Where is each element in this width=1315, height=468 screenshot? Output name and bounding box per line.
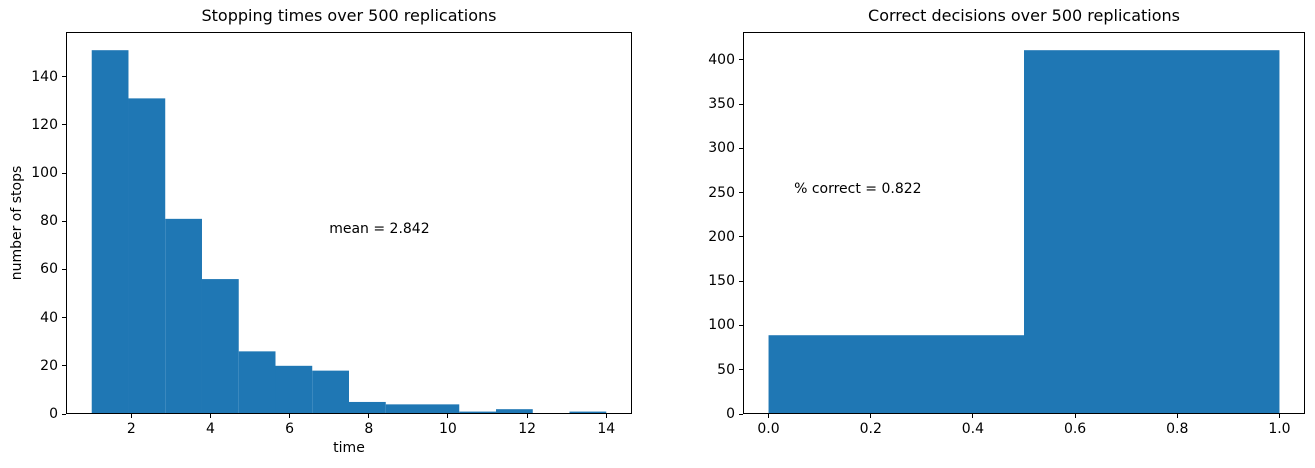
y-tick: [739, 147, 743, 149]
histogram-bar: [385, 404, 423, 414]
x-tick-label: 8: [364, 421, 374, 437]
right-chart-title: Correct decisions over 500 replications: [868, 6, 1180, 25]
y-tick: [739, 413, 743, 415]
histogram-bar: [349, 401, 386, 414]
y-tick: [62, 220, 66, 222]
histogram-bar: [768, 335, 1024, 414]
y-tick-label: 150: [708, 273, 735, 290]
y-tick: [62, 76, 66, 78]
y-tick: [739, 59, 743, 61]
x-tick-label: 0.0: [757, 421, 780, 437]
x-tick-label: 12: [518, 421, 537, 437]
x-tick: [447, 414, 449, 418]
histogram-bar: [1024, 50, 1280, 414]
histogram-bar: [569, 411, 607, 414]
histogram-bar: [496, 409, 533, 414]
x-tick-label: 1.0: [1268, 421, 1291, 437]
x-tick-label: 4: [205, 421, 215, 437]
x-tick: [1074, 414, 1076, 418]
percent-correct-annotation: % correct = 0.822: [794, 180, 922, 197]
y-tick-label: 100: [708, 317, 735, 334]
x-tick: [130, 414, 132, 418]
y-tick-label: 0: [49, 406, 58, 422]
x-tick-label: 6: [285, 421, 295, 437]
y-tick: [739, 103, 743, 105]
x-tick: [605, 414, 607, 418]
y-tick-label: 50: [717, 361, 735, 378]
y-tick: [62, 365, 66, 367]
x-tick-label: 0.8: [1166, 421, 1189, 437]
histogram-bar: [238, 351, 276, 414]
y-tick-label: 250: [708, 184, 735, 201]
y-tick: [62, 317, 66, 319]
y-tick-label: 20: [40, 357, 58, 374]
y-tick: [62, 124, 66, 126]
histogram-bar: [201, 279, 239, 414]
y-tick: [62, 268, 66, 270]
histogram-bar: [422, 404, 460, 414]
x-tick: [209, 414, 211, 418]
y-tick-label: 100: [31, 165, 58, 182]
x-tick: [768, 414, 770, 418]
histogram-bar: [91, 50, 129, 414]
x-tick: [1278, 414, 1280, 418]
histogram-bar: [459, 411, 497, 414]
x-tick: [1176, 414, 1178, 418]
histogram-bar: [312, 370, 349, 414]
y-tick: [739, 192, 743, 194]
y-tick-label: 200: [708, 228, 735, 245]
y-tick-label: 80: [40, 213, 58, 230]
x-tick-label: 0.6: [1063, 421, 1087, 437]
x-tick-label: 14: [597, 421, 616, 437]
right-histogram-bars: [768, 50, 1280, 414]
x-tick-label: 0.4: [961, 421, 985, 437]
left-chart-title: Stopping times over 500 replications: [201, 6, 497, 25]
histogram-bar: [275, 365, 313, 414]
y-tick-label: 40: [40, 309, 58, 326]
x-tick-label: 0.2: [859, 421, 882, 437]
x-tick: [368, 414, 370, 418]
y-tick: [739, 280, 743, 282]
x-tick: [289, 414, 291, 418]
mean-annotation: mean = 2.842: [329, 221, 430, 238]
left-histogram-bars: [91, 50, 607, 414]
y-tick-label: 300: [708, 140, 735, 157]
y-tick-label: 120: [31, 116, 58, 133]
y-tick-label: 350: [708, 96, 735, 113]
y-tick-label: 400: [708, 51, 735, 68]
y-tick: [739, 369, 743, 371]
x-tick-label: 2: [126, 421, 136, 437]
x-tick: [870, 414, 872, 418]
y-tick: [739, 236, 743, 238]
histogram-bar: [128, 98, 166, 414]
y-tick: [62, 413, 66, 415]
x-tick: [972, 414, 974, 418]
histogram-bar: [165, 218, 202, 414]
y-tick: [62, 172, 66, 174]
y-tick-label: 60: [40, 261, 58, 278]
y-tick: [739, 324, 743, 326]
left-y-axis-label: number of stops: [9, 165, 25, 281]
y-tick-label: 140: [31, 68, 58, 85]
y-tick-label: 0: [726, 406, 735, 422]
left-x-axis-label: time: [333, 440, 365, 456]
x-tick: [526, 414, 528, 418]
x-tick-label: 10: [439, 421, 457, 437]
